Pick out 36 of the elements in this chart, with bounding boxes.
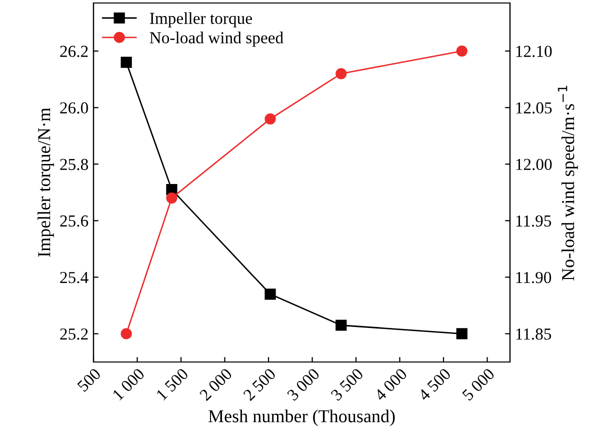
point	[264, 113, 276, 124]
y2-tick-label: 12.10	[516, 46, 552, 58]
x-tick-label: 2 500	[242, 368, 276, 402]
x-tick-label: 4 000	[374, 368, 408, 402]
x-tick-label: 2 000	[199, 368, 233, 402]
point	[120, 56, 132, 68]
x-tick-label: 1 500	[156, 368, 189, 401]
y-tick-label: 25.8	[60, 158, 88, 170]
x-tick-label: 3 000	[286, 368, 320, 402]
y-tick-label: 25.2	[60, 328, 88, 340]
x-axis-title: Mesh number (Thousand)	[208, 410, 395, 426]
x-tick-label: 3 500	[330, 368, 364, 402]
x-tick-label: 500	[76, 368, 102, 392]
y-tick-label: 26.2	[60, 46, 88, 58]
point	[456, 328, 468, 340]
y-tick-label: 25.6	[60, 215, 88, 227]
point	[456, 46, 468, 57]
point	[264, 288, 276, 300]
point	[336, 68, 347, 80]
legend-label: Impeller torque	[150, 12, 252, 28]
x-tick-label: 1 000	[112, 368, 146, 401]
y2-tick-label: 11.90	[516, 272, 552, 284]
y2-axis-title: No-load wind speed/m·s$^{−1}$	[558, 86, 578, 280]
y2-tick-label: 11.85	[516, 328, 552, 340]
y2-tick-label: 11.95	[516, 215, 552, 227]
legend-label: No-load wind speed	[150, 32, 284, 47]
x-tick-label: 5 000	[462, 368, 496, 401]
y2-tick-label: 12.05	[516, 102, 552, 114]
point	[336, 320, 347, 331]
x-tick-label: 4 500	[418, 368, 452, 402]
point	[120, 328, 132, 340]
y-tick-label: 26.0	[60, 102, 88, 114]
point	[166, 192, 178, 204]
y-tick-label: 25.4	[60, 272, 88, 284]
y-axis-title: Impeller torque/N·m	[38, 108, 54, 257]
y2-tick-label: 12.00	[516, 158, 552, 170]
